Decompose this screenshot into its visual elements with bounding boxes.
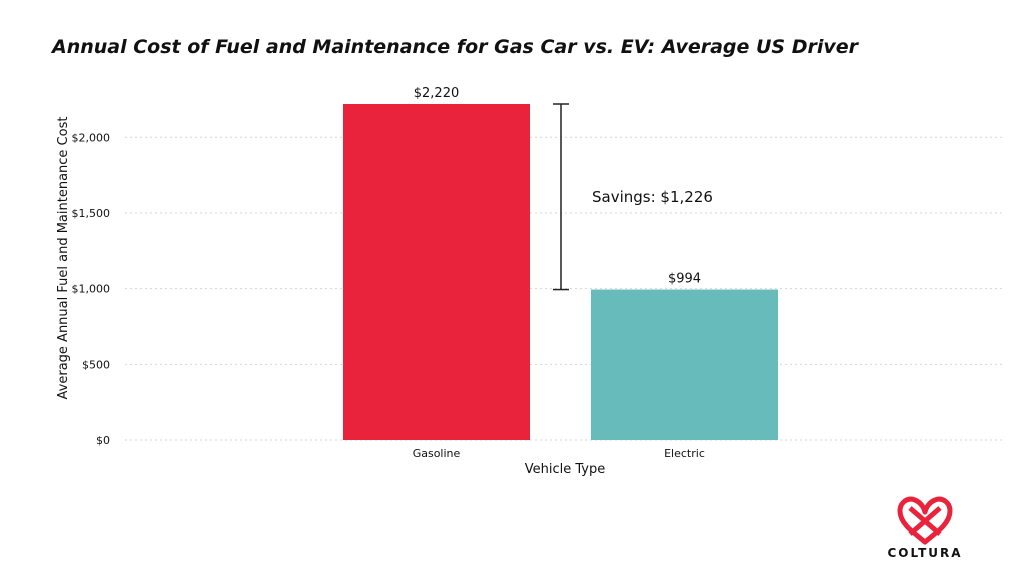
bar-value-label: $2,220 (414, 86, 460, 101)
y-tick-label: $1,000 (72, 283, 111, 296)
bar-value-label: $994 (668, 272, 701, 287)
x-axis-label: Vehicle Type (525, 462, 605, 477)
bars: $2,220 $994 (343, 86, 778, 440)
grid-lines (125, 136, 1005, 441)
y-tick-label: $0 (96, 434, 110, 447)
y-tick-label: $2,000 (72, 131, 111, 144)
x-tick-label: Gasoline (413, 447, 461, 460)
y-tick-label: $500 (82, 358, 110, 371)
bar-gasoline (343, 104, 530, 440)
bar-electric (591, 289, 778, 440)
chart-title: Annual Cost of Fuel and Maintenance for … (52, 36, 859, 58)
y-axis-ticks: $0 $500 $1,000 $1,500 $2,000 (72, 131, 111, 447)
heart-logo-icon (897, 496, 953, 545)
savings-annotation: Savings: $1,226 (553, 103, 713, 291)
x-tick-label: Electric (664, 447, 705, 460)
y-tick-label: $1,500 (72, 207, 111, 220)
y-axis-label: Average Annual Fuel and Maintenance Cost (56, 117, 71, 400)
coltura-logo: COLTURA (880, 494, 970, 566)
x-axis-ticks: Gasoline Electric (413, 447, 705, 460)
logo-text: COLTURA (887, 546, 963, 560)
savings-label: Savings: $1,226 (592, 188, 713, 206)
